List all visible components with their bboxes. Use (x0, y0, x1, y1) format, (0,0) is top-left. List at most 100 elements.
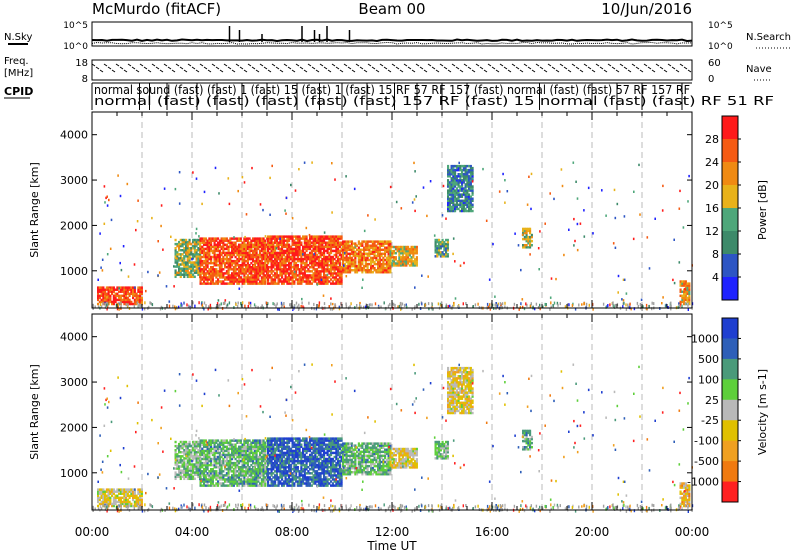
range-gate-cell (234, 461, 237, 465)
range-gate-cell (243, 268, 246, 271)
range-gate-cell (234, 451, 237, 455)
range-gate-cell (232, 282, 235, 285)
noise-cell (316, 283, 319, 286)
range-gate-cell (183, 467, 186, 470)
range-gate-cell (279, 272, 282, 275)
noise-cell (661, 209, 664, 212)
noise-cell (293, 270, 296, 274)
range-gate-cell (185, 473, 188, 476)
range-gate-cell (324, 282, 327, 285)
range-gate-cell (282, 261, 285, 265)
range-gate-cell (174, 242, 177, 246)
range-gate-cell (340, 270, 343, 273)
noise-cell (97, 278, 99, 281)
range-gate-cell (206, 461, 209, 465)
range-gate-cell (469, 197, 472, 200)
range-gate-cell (312, 278, 315, 281)
range-gate-cell (466, 209, 469, 213)
range-gate-cell (333, 272, 336, 275)
range-gate-cell (243, 453, 246, 457)
range-gate-cell (174, 265, 177, 268)
range-gate-cell (259, 259, 262, 263)
range-gate-cell (281, 251, 284, 255)
range-gate-cell (238, 280, 241, 283)
noise-cell (308, 233, 311, 237)
range-gate-cell (246, 459, 249, 463)
range-gate-cell (118, 296, 121, 300)
range-gate-cell (224, 449, 227, 453)
range-gate-cell (340, 247, 343, 251)
range-gate-cell (350, 258, 353, 262)
near-range-cell (172, 304, 174, 308)
range-gate-cell (193, 253, 196, 256)
near-range-cell (283, 305, 285, 309)
range-gate-cell (468, 189, 471, 192)
range-gate-cell (459, 185, 462, 188)
range-gate-cell (231, 451, 234, 455)
range-gate-cell (359, 248, 362, 252)
range-gate-cell (469, 164, 472, 168)
range-gate-cell (112, 286, 115, 289)
range-gate-cell (321, 268, 324, 271)
range-gate-cell (204, 459, 207, 463)
near-range-cell (308, 301, 310, 305)
range-gate-cell (201, 255, 204, 259)
range-gate-cell (241, 264, 244, 267)
range-gate-cell (178, 444, 181, 448)
range-gate-cell (400, 245, 403, 249)
range-gate-cell (231, 241, 234, 244)
noise-cell (459, 264, 462, 267)
range-gate-cell (459, 168, 462, 172)
range-gate-cell (229, 282, 232, 285)
range-gate-cell (186, 263, 189, 266)
range-gate-cell (445, 251, 448, 254)
range-gate-cell (350, 260, 353, 264)
range-gate-cell (326, 257, 329, 261)
range-gate-cell (448, 175, 451, 178)
range-gate-cell (140, 492, 143, 495)
range-gate-cell (188, 475, 191, 478)
range-gate-cell (253, 251, 256, 255)
range-gate-cell (250, 272, 253, 275)
range-gate-cell (224, 484, 227, 487)
range-gate-cell (183, 242, 186, 246)
range-gate-cell (192, 457, 195, 460)
range-gate-cell (109, 488, 112, 491)
range-gate-cell (218, 276, 221, 279)
range-gate-cell (340, 280, 343, 283)
range-gate-cell (387, 262, 390, 266)
range-gate-cell (309, 261, 312, 265)
range-gate-cell (368, 248, 371, 252)
near-range-cell (127, 303, 129, 307)
range-gate-cell (206, 447, 209, 451)
range-gate-cell (188, 440, 191, 444)
range-gate-cell (259, 270, 262, 273)
range-gate-cell (188, 442, 191, 446)
range-gate-cell (340, 243, 343, 247)
range-gate-cell (222, 282, 225, 285)
range-gate-cell (384, 266, 387, 270)
range-gate-cell (448, 171, 451, 174)
range-gate-cell (319, 280, 322, 283)
range-gate-cell (236, 237, 239, 240)
range-gate-cell (203, 470, 206, 473)
range-gate-cell (257, 272, 260, 275)
range-gate-cell (349, 248, 352, 252)
range-gate-cell (137, 286, 140, 289)
range-gate-cell (319, 237, 322, 240)
range-gate-cell (455, 181, 458, 184)
range-gate-cell (377, 250, 380, 254)
range-gate-cell (295, 257, 298, 261)
range-gate-cell (457, 203, 460, 207)
range-gate-cell (274, 278, 277, 281)
range-gate-cell (291, 266, 294, 269)
range-gate-cell (243, 474, 246, 477)
range-gate-cell (225, 266, 228, 269)
range-gate-cell (190, 249, 193, 252)
range-gate-cell (208, 449, 211, 453)
range-gate-cell (188, 251, 191, 254)
range-gate-cell (195, 257, 198, 260)
range-gate-cell (461, 171, 464, 174)
range-gate-cell (239, 455, 242, 459)
range-gate-cell (286, 239, 289, 242)
